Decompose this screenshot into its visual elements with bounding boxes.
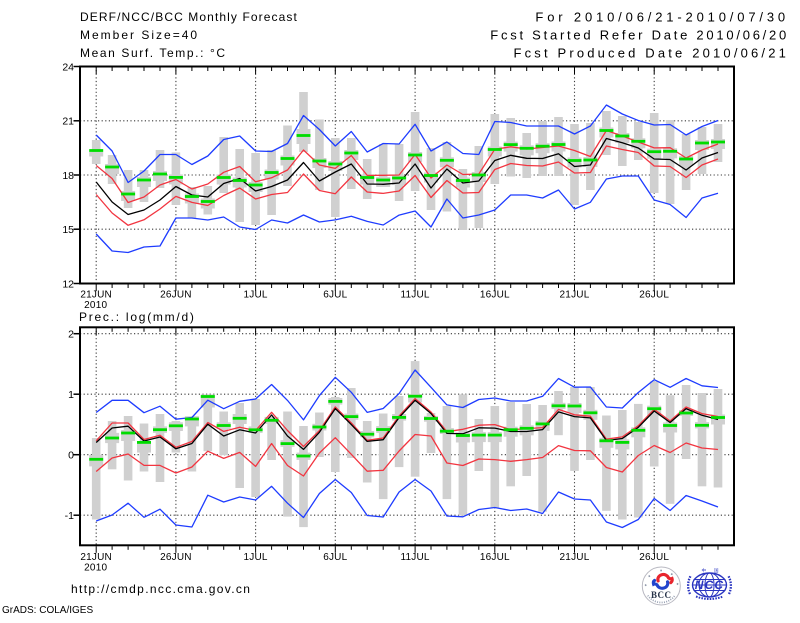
svg-text:国: 国 <box>714 568 719 574</box>
svg-text:11JUL: 11JUL <box>401 290 430 301</box>
svg-text:12: 12 <box>62 278 74 290</box>
svg-text:Fcst Started Refer Date 2010/0: Fcst Started Refer Date 2010/06/20 <box>490 28 789 43</box>
svg-text:2010: 2010 <box>84 300 107 311</box>
svg-text:For 2010/06/21-2010/07/30: For 2010/06/21-2010/07/30 <box>535 10 789 25</box>
svg-text:Fcst Produced Date 2010/06/21: Fcst Produced Date 2010/06/21 <box>514 46 790 61</box>
svg-text:Mean Surf. Temp.: °C: Mean Surf. Temp.: °C <box>80 46 227 60</box>
svg-text:6JUL: 6JUL <box>323 290 347 301</box>
svg-text:中: 中 <box>702 567 707 574</box>
svg-text:21JUN: 21JUN <box>80 552 112 563</box>
svg-text:15: 15 <box>62 224 74 236</box>
svg-text:21JUL: 21JUL <box>560 290 590 301</box>
svg-text:16JUL: 16JUL <box>480 552 510 563</box>
svg-text:1JUL: 1JUL <box>244 552 268 563</box>
svg-text:1: 1 <box>68 389 74 401</box>
svg-text:26JUL: 26JUL <box>639 552 669 563</box>
svg-text:16JUL: 16JUL <box>480 290 510 301</box>
svg-text:GrADS: COLA/IGES: GrADS: COLA/IGES <box>2 605 93 616</box>
svg-text:DERF/NCC/BCC Monthly Forecast: DERF/NCC/BCC Monthly Forecast <box>80 10 298 24</box>
svg-text:26JUN: 26JUN <box>160 552 192 563</box>
svg-text:2010: 2010 <box>84 562 107 573</box>
svg-text:21JUL: 21JUL <box>560 552 590 563</box>
svg-text:-1: -1 <box>65 510 74 522</box>
svg-text:18: 18 <box>62 170 74 182</box>
svg-text:2: 2 <box>68 329 74 341</box>
svg-text:24: 24 <box>62 61 74 73</box>
svg-text:http://cmdp.ncc.cma.gov.cn: http://cmdp.ncc.cma.gov.cn <box>71 582 251 596</box>
svg-text:26JUL: 26JUL <box>639 290 669 301</box>
svg-text:26JUN: 26JUN <box>160 290 192 301</box>
svg-text:11JUL: 11JUL <box>401 552 430 563</box>
svg-text:Prec.: log(mm/d): Prec.: log(mm/d) <box>79 310 196 324</box>
svg-text:6JUL: 6JUL <box>323 552 347 563</box>
svg-text:21: 21 <box>62 116 74 128</box>
svg-text:21JUN: 21JUN <box>80 290 112 301</box>
svg-text:1JUL: 1JUL <box>244 290 268 301</box>
svg-text:Member Size=40: Member Size=40 <box>80 28 199 42</box>
svg-text:BCC: BCC <box>651 590 672 600</box>
svg-text:NCC: NCC <box>695 578 725 592</box>
svg-text:0: 0 <box>68 450 74 462</box>
